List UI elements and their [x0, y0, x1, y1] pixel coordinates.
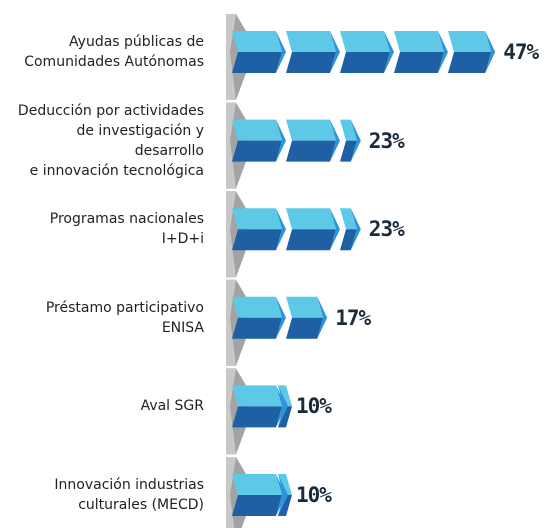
block-tip	[350, 208, 361, 251]
block-bottom	[278, 406, 292, 428]
block-tip	[350, 119, 361, 162]
block-tip	[330, 119, 340, 162]
value-label: 17%	[335, 305, 371, 330]
block-bottom	[286, 140, 336, 162]
category-label: Aval SGR	[140, 398, 204, 415]
block-top	[394, 31, 444, 52]
block-bottom	[394, 52, 444, 73]
block-tip	[276, 208, 286, 251]
category-label: Préstamo participativo ENISA	[45, 299, 204, 336]
block-top	[286, 208, 336, 230]
block-top	[448, 31, 492, 52]
value-label: 10%	[296, 483, 332, 507]
block-tip	[330, 208, 340, 251]
block-top	[340, 208, 357, 230]
value-label: 23%	[368, 217, 405, 242]
block-bottom	[286, 52, 336, 73]
backdrop-edge	[226, 368, 236, 455]
block-bottom	[340, 229, 357, 251]
block-bottom	[232, 495, 282, 516]
block-bottom	[278, 495, 292, 516]
block-bottom	[232, 140, 282, 162]
category-label: Deducción por actividades de investigaci…	[17, 102, 204, 179]
backdrop-edge	[226, 14, 236, 100]
value-label: 47%	[503, 40, 539, 64]
backdrop-edge	[226, 191, 236, 278]
block-bottom	[286, 317, 324, 339]
category-label: Innovación industrias culturales (MECD)	[54, 477, 204, 513]
block-tip	[438, 31, 448, 73]
block-top	[232, 474, 282, 495]
block-tip	[276, 31, 286, 73]
block-bottom	[448, 52, 492, 73]
block-top	[286, 31, 336, 52]
category-label: Ayudas públicas de Comunidades Autónomas	[24, 34, 204, 70]
block-top	[286, 296, 324, 318]
bar	[232, 31, 496, 73]
block-bottom	[340, 52, 390, 73]
bar	[232, 119, 361, 162]
block-tip	[330, 31, 340, 73]
value-label: 10%	[296, 394, 332, 419]
block-top	[232, 385, 282, 407]
block-top	[340, 119, 357, 141]
block-top	[232, 119, 282, 141]
block-tip	[485, 31, 496, 73]
block-bottom	[232, 229, 282, 251]
backdrop-edge	[226, 457, 236, 528]
bar	[232, 208, 361, 251]
block-bottom	[232, 317, 282, 339]
bar	[232, 296, 328, 339]
block-top	[232, 208, 282, 230]
block-tip	[278, 474, 288, 516]
block-top	[278, 385, 292, 407]
block-bottom	[340, 140, 357, 162]
block-bottom	[232, 52, 282, 73]
block-bottom	[232, 406, 282, 428]
backdrop-edge	[226, 102, 236, 189]
block-tip	[276, 296, 286, 339]
block-top	[232, 296, 282, 318]
category-label: Programas nacionales I+D+i	[49, 211, 204, 248]
block-tip	[317, 296, 328, 339]
backdrop-edge	[226, 279, 236, 366]
block-top	[340, 31, 390, 52]
value-label: 23%	[368, 128, 405, 153]
bar	[232, 385, 292, 428]
block-tip	[276, 119, 286, 162]
block-top	[286, 119, 336, 141]
block-top	[232, 31, 282, 52]
bar	[232, 474, 292, 516]
block-top	[278, 474, 292, 495]
block-tip	[278, 385, 288, 428]
block-tip	[384, 31, 394, 73]
block-bottom	[286, 229, 336, 251]
